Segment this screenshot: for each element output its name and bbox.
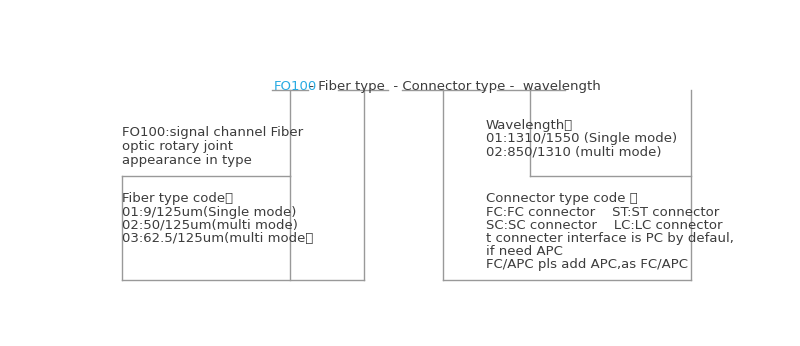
Text: FO100:signal channel Fiber: FO100:signal channel Fiber: [122, 126, 303, 139]
Text: - Fiber type  - Connector type -  wavelength: - Fiber type - Connector type - waveleng…: [305, 80, 600, 93]
Text: if need APC: if need APC: [486, 245, 563, 258]
Text: FC:FC connector    ST:ST connector: FC:FC connector ST:ST connector: [486, 206, 719, 219]
Text: t connecter interface is PC by defaul,: t connecter interface is PC by defaul,: [486, 232, 734, 245]
Text: FO100: FO100: [274, 80, 317, 93]
Text: Wavelength：: Wavelength：: [486, 119, 573, 131]
Text: appearance in type: appearance in type: [122, 154, 251, 167]
Text: optic rotary joint: optic rotary joint: [122, 140, 233, 153]
Text: Fiber type code：: Fiber type code：: [122, 192, 233, 205]
Text: 01:9/125um(Single mode): 01:9/125um(Single mode): [122, 206, 296, 219]
Text: 02:850/1310 (multi mode): 02:850/1310 (multi mode): [486, 145, 662, 158]
Text: SC:SC connector    LC:LC connector: SC:SC connector LC:LC connector: [486, 219, 722, 231]
Text: 03:62.5/125um(multi mode）: 03:62.5/125um(multi mode）: [122, 232, 313, 245]
Text: Connector type code ：: Connector type code ：: [486, 192, 638, 205]
Text: FC/APC pls add APC,as FC/APC: FC/APC pls add APC,as FC/APC: [486, 258, 688, 271]
Text: 02:50/125um(multi mode): 02:50/125um(multi mode): [122, 219, 298, 231]
Text: 01:1310/1550 (Single mode): 01:1310/1550 (Single mode): [486, 133, 677, 145]
